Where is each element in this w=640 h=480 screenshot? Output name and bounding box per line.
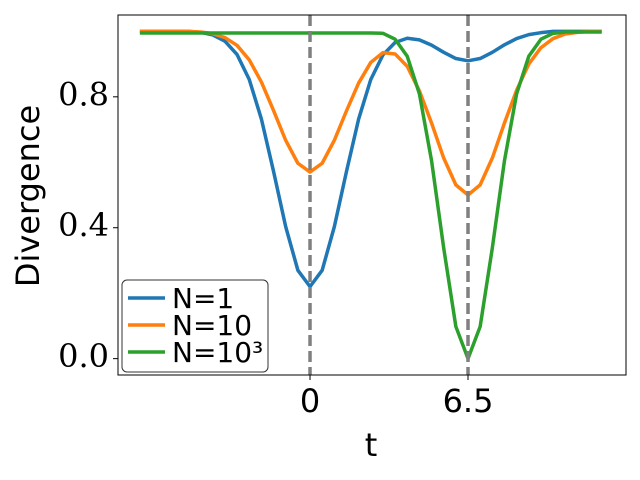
legend-label: N=1 <box>172 282 234 315</box>
y-tick-label: 0.8 <box>58 75 109 113</box>
plot-frame <box>117 14 627 376</box>
series-line <box>139 29 602 289</box>
series-line <box>139 30 602 361</box>
x-tick-label: 6.5 <box>443 382 494 420</box>
y-tick-label: 0.0 <box>58 337 109 375</box>
y-axis-label: Divergence <box>9 105 47 287</box>
series-line <box>139 29 602 197</box>
x-tick-label: 0 <box>300 382 320 420</box>
y-tick-label: 0.4 <box>58 206 109 244</box>
legend-label: N=10³ <box>172 336 263 369</box>
legend-label: N=10 <box>172 309 252 342</box>
legend-box <box>121 279 269 373</box>
x-axis-label: t <box>365 426 378 464</box>
